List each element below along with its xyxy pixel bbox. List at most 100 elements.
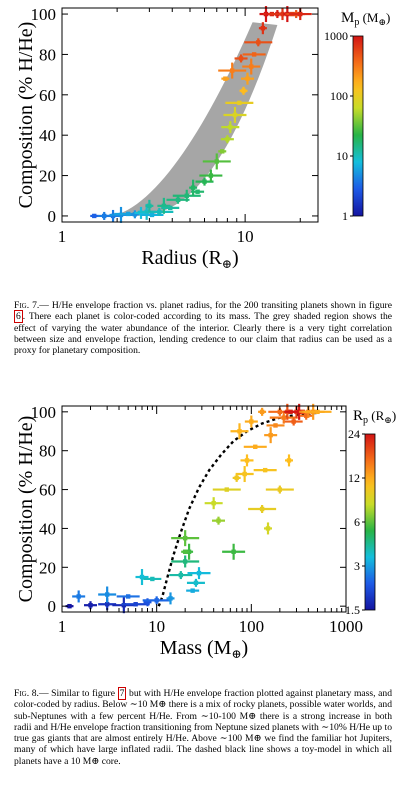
marker xyxy=(67,603,72,609)
data-point xyxy=(266,423,285,428)
plot-frame xyxy=(61,405,347,613)
colorbar xyxy=(352,35,364,217)
data-point xyxy=(223,107,247,123)
data-point xyxy=(221,121,240,134)
data-point xyxy=(83,601,97,610)
data-point xyxy=(202,153,231,170)
data-point xyxy=(218,62,247,79)
data-point xyxy=(172,189,201,202)
toy-model-dashed-line xyxy=(157,411,318,607)
marker xyxy=(216,518,221,523)
colorbar-tick-label: 12 xyxy=(348,471,360,485)
marker xyxy=(196,570,202,576)
y-tick-label: 60 xyxy=(39,86,56,105)
x-axis-label-paren: ) xyxy=(242,637,249,659)
marker xyxy=(268,432,273,438)
marker xyxy=(304,413,309,418)
data-point xyxy=(264,427,278,444)
data-point xyxy=(239,86,248,95)
data-point xyxy=(135,569,149,586)
marker xyxy=(277,409,283,415)
data-point xyxy=(243,444,267,450)
marker xyxy=(244,458,250,463)
data-point xyxy=(253,467,277,473)
y-tick-label: 80 xyxy=(39,442,56,461)
data-point xyxy=(264,522,273,535)
colorbar-tick-label: 3 xyxy=(354,559,360,573)
colorbar-label: Rp (R⊕) xyxy=(353,408,396,426)
data-point xyxy=(199,169,223,182)
y-tick-label: 0 xyxy=(48,597,57,616)
data-point xyxy=(187,567,211,580)
data-point xyxy=(171,555,200,568)
colorbar-tick-label: 1.5 xyxy=(345,603,360,617)
data-point xyxy=(232,473,241,482)
marker xyxy=(92,213,97,219)
marker xyxy=(104,602,110,607)
data-point xyxy=(240,72,254,85)
data-point xyxy=(258,407,267,416)
data-point xyxy=(195,177,214,186)
marker xyxy=(195,189,200,194)
figure-7: 0 20 40 60 80 100 1 10 Radius (R⊕) Composition (%… xyxy=(0,0,401,290)
figure-reference-link[interactable]: 6 xyxy=(14,310,23,324)
x-tick-label: 10 xyxy=(237,227,254,246)
data-point xyxy=(169,571,193,580)
colorbar-label: Mp (M⊕) xyxy=(341,10,390,28)
marker xyxy=(104,592,110,597)
data-point xyxy=(186,588,200,593)
data-point xyxy=(204,497,223,510)
marker xyxy=(286,458,292,463)
data-point xyxy=(265,485,294,494)
data-point xyxy=(240,454,254,467)
marker xyxy=(237,100,242,106)
data-point xyxy=(145,199,154,212)
figure-8-caption: Fig. 8.— Similar to figure 7 but with H/… xyxy=(14,687,392,767)
marker xyxy=(315,409,320,415)
marker xyxy=(125,594,131,599)
marker xyxy=(157,209,162,215)
x-axis-label: Radius (R⊕) xyxy=(141,247,238,271)
data-point xyxy=(161,205,180,211)
marker xyxy=(202,179,207,184)
caption-text: — H/He envelope fraction vs. planet radi… xyxy=(39,300,393,311)
data-point xyxy=(235,466,254,483)
marker xyxy=(259,409,265,415)
marker xyxy=(273,423,278,428)
marker xyxy=(88,602,93,608)
marker xyxy=(133,602,138,607)
marker xyxy=(228,124,233,130)
marker xyxy=(277,487,283,492)
marker xyxy=(182,549,188,554)
marker xyxy=(256,40,261,45)
y-tick-label: 20 xyxy=(39,167,56,186)
marker xyxy=(241,88,246,93)
marker xyxy=(232,112,238,118)
colorbar-tick-label: 1 xyxy=(342,209,348,223)
data-point xyxy=(166,592,175,605)
marker xyxy=(175,197,181,202)
marker xyxy=(154,598,159,603)
marker xyxy=(220,149,225,154)
colorbar xyxy=(364,433,376,611)
y-tick-label: 100 xyxy=(31,5,57,24)
colorbar-tick-label: 6 xyxy=(354,515,360,529)
data-point xyxy=(171,530,200,547)
y-tick-label: 0 xyxy=(48,207,57,226)
marker xyxy=(184,193,189,198)
x-axis-label-subscript: ⊕ xyxy=(231,647,241,661)
marker xyxy=(249,419,254,424)
x-axis-label: Mass (M⊕) xyxy=(160,637,248,661)
caption-text: — Similar to figure xyxy=(38,688,115,699)
marker xyxy=(245,76,250,81)
marker xyxy=(259,506,265,512)
y-tick-label: 40 xyxy=(39,519,56,538)
colorbar-tick-label: 24 xyxy=(348,427,360,441)
marker xyxy=(168,596,173,601)
data-point xyxy=(181,549,190,554)
figure-reference-link[interactable]: 7 xyxy=(117,687,127,700)
x-axis-label-subscript: ⊕ xyxy=(222,257,232,271)
marker xyxy=(214,159,219,164)
data-point xyxy=(284,417,303,426)
marker xyxy=(225,137,230,142)
